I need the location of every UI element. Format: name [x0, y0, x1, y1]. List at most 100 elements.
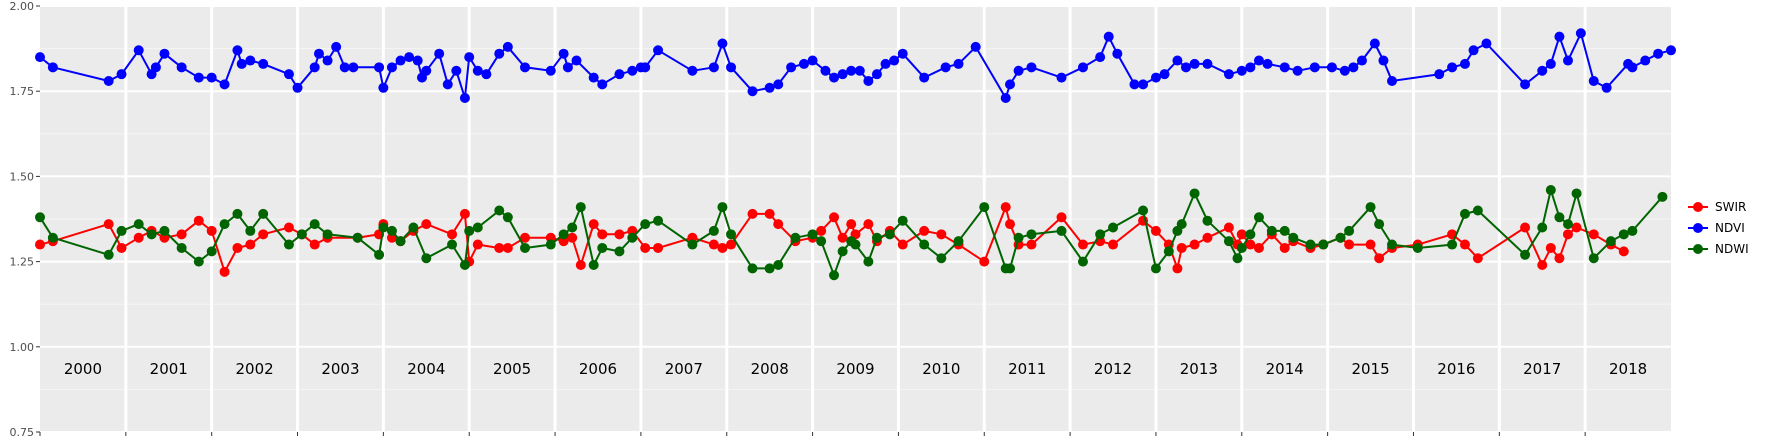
data-point-ndwi — [1223, 236, 1234, 247]
data-point-ndvi — [331, 41, 342, 52]
data-point-ndvi — [283, 69, 294, 80]
data-point-swir — [653, 242, 664, 253]
data-point-ndvi — [807, 55, 818, 66]
data-point-ndwi — [1202, 215, 1213, 226]
grid-minor — [40, 48, 1671, 390]
data-point-ndvi — [653, 45, 664, 56]
data-point-ndwi — [1138, 205, 1149, 216]
data-point-ndwi — [764, 263, 775, 274]
data-point-ndwi — [378, 222, 389, 233]
data-point-ndvi — [919, 72, 930, 83]
data-point-ndvi — [773, 79, 784, 90]
data-point-ndwi — [936, 253, 947, 264]
data-point-swir — [193, 215, 204, 226]
data-point-ndvi — [1202, 58, 1213, 69]
data-point-swir — [1005, 219, 1016, 230]
data-point-ndvi — [1554, 31, 1565, 42]
year-label: 2003 — [321, 360, 359, 378]
data-point-ndvi — [193, 72, 204, 83]
data-point-ndvi — [940, 62, 951, 73]
data-point-ndvi — [1666, 45, 1676, 56]
data-point-ndvi — [1112, 48, 1123, 59]
data-point-ndvi — [1481, 38, 1492, 49]
data-point-ndvi — [1292, 65, 1303, 76]
data-point-ndvi — [640, 62, 651, 73]
data-point-ndwi — [829, 270, 840, 281]
data-point-swir — [936, 229, 947, 240]
data-point-swir — [1056, 212, 1067, 223]
data-point-ndvi — [1150, 72, 1161, 83]
data-point-swir — [567, 232, 578, 243]
data-point-ndvi — [1545, 58, 1556, 69]
data-point-ndwi — [1305, 239, 1316, 250]
data-point-swir — [35, 239, 45, 250]
data-point-ndwi — [545, 239, 556, 250]
data-point-swir — [258, 229, 269, 240]
data-point-ndwi — [352, 232, 363, 243]
data-point-ndwi — [1253, 212, 1264, 223]
data-point-ndwi — [597, 242, 608, 253]
data-point-ndvi — [798, 58, 809, 69]
data-point-ndvi — [786, 62, 797, 73]
y-tick-label: 1.00 — [10, 341, 35, 354]
data-point-swir — [1000, 202, 1011, 213]
data-point-swir — [764, 208, 775, 219]
data-point-swir — [176, 229, 187, 240]
year-label: 2018 — [1609, 360, 1647, 378]
data-point-ndwi — [296, 229, 307, 240]
data-point-swir — [816, 225, 827, 236]
year-label: 2011 — [1008, 360, 1046, 378]
data-point-ndvi — [1378, 55, 1389, 66]
data-point-swir — [502, 242, 513, 253]
data-point-ndvi — [386, 62, 397, 73]
data-point-ndwi — [1288, 232, 1299, 243]
data-point-swir — [1077, 239, 1088, 250]
data-point-ndvi — [863, 75, 874, 86]
data-point-ndvi — [820, 65, 831, 76]
data-point-swir — [575, 260, 586, 271]
data-point-swir — [283, 222, 294, 233]
data-point-ndvi — [829, 72, 840, 83]
data-point-ndvi — [970, 41, 981, 52]
data-point-ndwi — [232, 208, 243, 219]
data-point-ndvi — [451, 65, 462, 76]
year-label: 2012 — [1094, 360, 1132, 378]
data-point-ndvi — [404, 52, 415, 63]
data-point-ndvi — [854, 65, 865, 76]
data-point-ndwi — [322, 229, 333, 240]
data-point-ndvi — [206, 72, 217, 83]
data-point-swir — [116, 242, 127, 253]
data-point-ndvi — [176, 62, 187, 73]
data-point-swir — [1618, 246, 1629, 257]
data-point-ndwi — [919, 239, 930, 250]
data-point-ndwi — [1236, 242, 1247, 253]
data-point-ndvi — [1026, 62, 1037, 73]
data-point-swir — [447, 229, 458, 240]
data-point-ndvi — [459, 93, 470, 104]
data-point-ndvi — [889, 55, 900, 66]
data-point-swir — [1472, 253, 1483, 264]
data-point-swir — [1562, 229, 1573, 240]
data-point-ndvi — [1056, 72, 1067, 83]
data-point-ndvi — [1640, 55, 1651, 66]
data-point-ndwi — [472, 222, 483, 233]
data-point-ndwi — [502, 212, 513, 223]
data-point-ndwi — [1163, 246, 1174, 257]
data-point-ndvi — [1537, 65, 1548, 76]
data-point-ndwi — [871, 232, 882, 243]
data-point-swir — [494, 242, 505, 253]
data-point-swir — [1150, 225, 1161, 236]
data-point-swir — [614, 229, 625, 240]
data-point-ndwi — [708, 225, 719, 236]
data-point-ndwi — [159, 225, 170, 236]
data-point-ndvi — [1575, 28, 1586, 39]
series-layer — [35, 28, 1676, 281]
data-point-ndvi — [687, 65, 698, 76]
data-point-ndwi — [374, 249, 385, 260]
data-point-ndvi — [219, 79, 230, 90]
data-point-swir — [1245, 239, 1256, 250]
data-point-swir — [421, 219, 432, 230]
data-point-ndwi — [35, 212, 45, 223]
data-point-swir — [1365, 239, 1376, 250]
data-point-ndvi — [1326, 62, 1337, 73]
